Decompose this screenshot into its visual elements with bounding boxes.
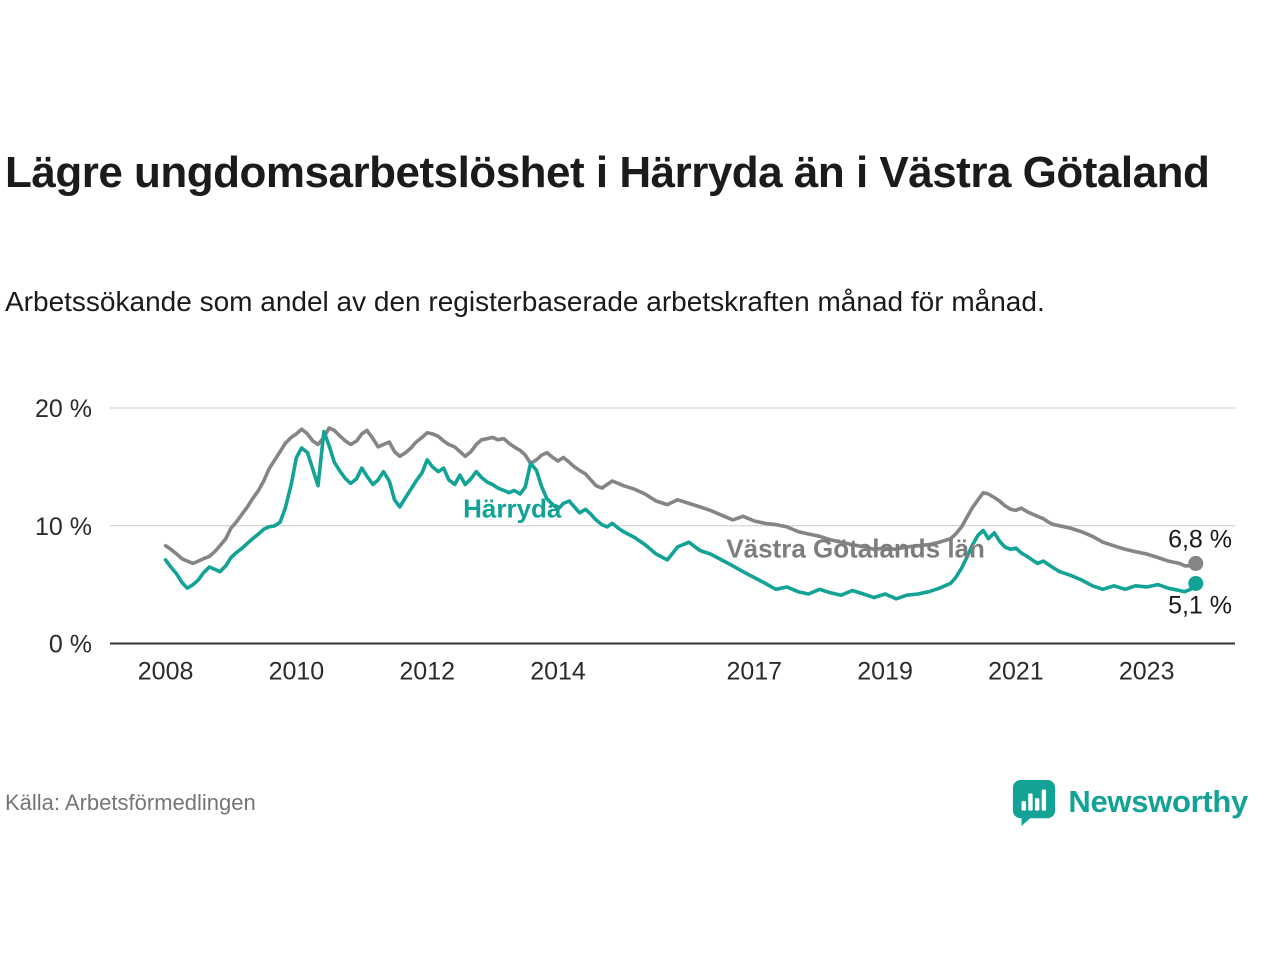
y-tick-label: 20 % (35, 395, 92, 423)
y-tick-label: 10 % (35, 513, 92, 541)
source-note: Källa: Arbetsförmedlingen (5, 790, 256, 815)
series-end-label: 6,8 % (1168, 525, 1232, 553)
newsworthy-wordmark: Newsworthy (1068, 784, 1248, 819)
series-name-label: Härryda (463, 494, 562, 524)
series-end-dot (1188, 575, 1204, 591)
chart-canvas: 0 % 10 % 20 % 2008 2010 2012 2014 2017 2019 2021 2… (35, 395, 1235, 686)
y-tick-label: 0 % (49, 631, 92, 659)
x-tick-label: 2010 (269, 658, 325, 686)
series-end-dot (1188, 555, 1204, 571)
newsworthy-badge-icon (1013, 779, 1056, 826)
x-tick-label: 2023 (1119, 658, 1175, 686)
x-tick-label: 2017 (726, 658, 782, 686)
series-line (163, 429, 1198, 601)
x-tick-label: 2019 (857, 658, 913, 686)
x-tick-label: 2021 (988, 658, 1044, 686)
x-tick-label: 2014 (530, 658, 586, 686)
series-name-label: Västra Götalands län (726, 534, 985, 564)
chart-subtitle: Arbetssökande som andel av den registerb… (5, 286, 1045, 317)
series-line (163, 426, 1198, 568)
series-end-label: 5,1 % (1168, 591, 1232, 619)
chart-title: Lägre ungdomsarbetslöshet i Härryda än i… (5, 148, 1210, 197)
x-tick-label: 2012 (399, 658, 455, 686)
x-tick-label: 2008 (138, 658, 194, 686)
line-chart: 0 % 10 % 20 % 2008 2010 2012 2014 2017 2019 2021 2… (0, 378, 1280, 708)
newsworthy-logo: Newsworthy (1011, 778, 1248, 826)
